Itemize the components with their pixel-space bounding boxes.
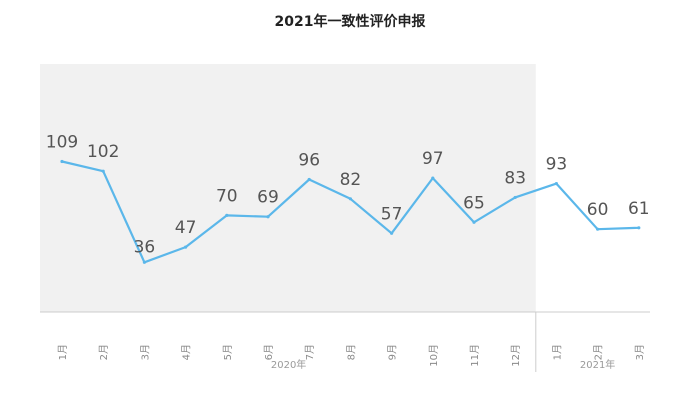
data-label: 70 (216, 186, 238, 206)
data-label: 102 (87, 142, 119, 162)
data-point (142, 260, 146, 264)
data-label: 60 (587, 200, 609, 220)
x-group-label: 2021年 (580, 358, 615, 371)
x-tick-label: 3月 (139, 344, 151, 360)
data-point (390, 231, 394, 235)
x-tick-label-layer: 1月 2月 3月 4月 5月 6月 7月 8月 9月 10月 11月 12月 1月 2月 3月 (57, 344, 646, 367)
data-label: 36 (134, 237, 156, 257)
x-tick-label: 4月 (181, 344, 193, 360)
data-label: 61 (628, 199, 650, 219)
data-label: 93 (546, 155, 568, 175)
data-point (513, 195, 517, 200)
x-tick-label: 3月 (634, 344, 646, 360)
data-point (307, 177, 311, 182)
data-point (225, 213, 229, 217)
chart-title: 2021年一致性评价申报 (275, 13, 426, 30)
x-tick-label: 12月 (510, 344, 522, 367)
x-tick-label: 1月 (57, 344, 69, 360)
data-label: 109 (46, 133, 78, 153)
data-label: 82 (340, 170, 362, 190)
data-point-layer (60, 159, 641, 264)
x-tick-label: 2月 (98, 344, 110, 360)
data-label: 96 (298, 150, 320, 170)
data-point (472, 220, 476, 224)
x-tick-label: 7月 (304, 344, 316, 360)
x-tick-label: 6月 (263, 344, 275, 360)
x-group-label: 2020年 (271, 358, 306, 371)
data-label: 57 (381, 204, 403, 224)
data-point (637, 226, 641, 230)
data-label-layer: 109 102 36 47 70 69 96 82 57 97 65 83 93 60 61 (46, 133, 650, 258)
x-tick-label: 2月 (593, 344, 605, 360)
data-label: 65 (463, 193, 485, 213)
x-tick-label: 1月 (551, 344, 563, 360)
highlight-band (40, 64, 536, 312)
data-point (266, 215, 270, 219)
x-tick-label: 11月 (469, 344, 481, 367)
data-label: 97 (422, 149, 444, 169)
x-tick-label: 9月 (387, 344, 399, 360)
data-label: 83 (504, 168, 526, 188)
x-tick-label: 8月 (345, 344, 357, 360)
data-point (348, 197, 352, 201)
x-tick-label: 10月 (428, 344, 440, 367)
data-point (60, 159, 64, 164)
data-point (101, 169, 105, 173)
data-label: 69 (257, 188, 279, 208)
x-tick-label: 5月 (222, 344, 234, 360)
x-group-label-layer: 2020年 2021年 (271, 358, 615, 371)
data-point (596, 227, 600, 231)
data-label: 47 (175, 218, 197, 238)
data-point (554, 182, 559, 186)
data-point (431, 176, 435, 180)
data-point (184, 245, 188, 249)
